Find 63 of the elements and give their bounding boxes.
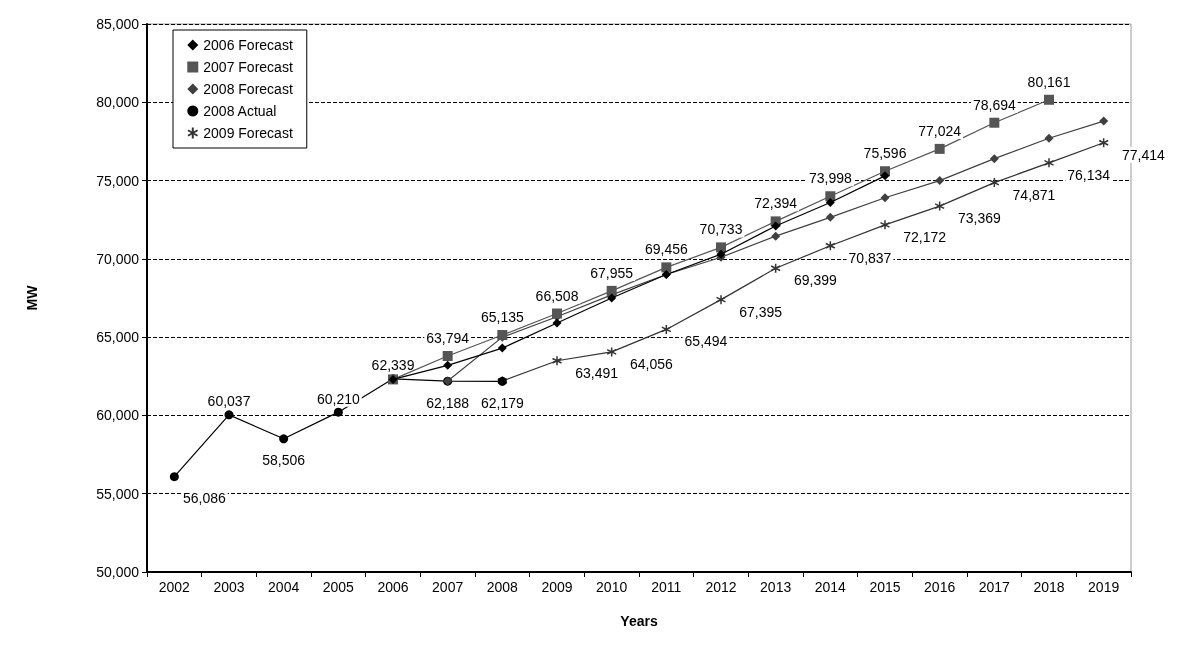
x-tick-label: 2019 <box>1088 579 1120 595</box>
legend-label: 2008 Forecast <box>203 81 293 97</box>
x-tick-label: 2007 <box>432 579 464 595</box>
data-label: 73,369 <box>957 210 1001 227</box>
data-label: 76,134 <box>1067 166 1111 183</box>
data-label: 67,395 <box>739 303 783 320</box>
y-tick-label: 70,000 <box>96 250 140 267</box>
x-tick-label: 2018 <box>1033 579 1065 595</box>
data-label: 63,491 <box>575 364 619 381</box>
x-axis-title: Years <box>620 613 658 629</box>
data-label: 70,733 <box>699 221 743 238</box>
data-label: 80,161 <box>1027 73 1071 90</box>
data-label: 56,086 <box>182 490 226 507</box>
data-label: 60,210 <box>316 390 360 407</box>
data-label: 65,494 <box>684 333 728 350</box>
legend-label: 2009 Forecast <box>203 125 293 141</box>
x-tick-label: 2004 <box>268 579 300 595</box>
data-label: 62,179 <box>480 394 524 411</box>
x-tick-label: 2014 <box>814 579 847 595</box>
data-label: 63,794 <box>426 330 470 347</box>
x-tick-label: 2002 <box>158 579 191 595</box>
y-tick-label: 80,000 <box>96 94 140 111</box>
x-tick-label: 2012 <box>705 579 737 595</box>
x-tick-label: 2006 <box>377 579 409 595</box>
y-tick-label: 55,000 <box>96 485 140 502</box>
data-label: 73,998 <box>808 170 852 187</box>
y-tick-label: 50,000 <box>96 564 140 580</box>
data-label: 77,414 <box>1121 146 1165 163</box>
y-tick-label: 85,000 <box>96 16 140 32</box>
data-label: 72,394 <box>754 195 798 212</box>
data-label: 65,135 <box>480 309 524 326</box>
data-label: 62,339 <box>371 357 415 374</box>
x-tick-label: 2013 <box>760 579 792 595</box>
x-tick-label: 2008 <box>486 579 519 595</box>
data-label: 74,871 <box>1012 186 1056 203</box>
x-tick-label: 2003 <box>213 579 245 595</box>
x-tick-label: 2016 <box>924 579 956 595</box>
legend-label: 2008 Actual <box>203 103 277 119</box>
y-tick-label: 75,000 <box>96 172 140 189</box>
data-label: 67,955 <box>590 264 634 281</box>
x-tick-label: 2010 <box>596 579 628 595</box>
data-label: 64,056 <box>629 355 673 372</box>
data-label: 78,694 <box>972 96 1016 113</box>
data-label: 69,399 <box>793 272 837 289</box>
y-tick-label: 65,000 <box>96 329 140 346</box>
data-label: 70,837 <box>848 249 892 266</box>
x-tick-label: 2017 <box>978 579 1011 595</box>
y-axis-title: MW <box>24 284 40 311</box>
data-label: 58,506 <box>262 452 306 469</box>
data-label: 72,172 <box>903 228 947 245</box>
data-label: 77,024 <box>918 122 962 139</box>
data-label: 66,508 <box>535 287 579 304</box>
x-tick-label: 2009 <box>541 579 573 595</box>
x-tick-label: 2015 <box>869 579 901 595</box>
data-label: 69,456 <box>644 241 688 258</box>
data-label: 60,037 <box>207 393 251 410</box>
y-tick-label: 60,000 <box>96 407 140 424</box>
data-label: 75,596 <box>863 145 907 162</box>
x-tick-label: 2011 <box>651 579 682 595</box>
data-label: 62,188 <box>426 394 470 411</box>
legend-label: 2006 Forecast <box>203 37 293 53</box>
legend-label: 2007 Forecast <box>203 59 293 75</box>
x-tick-label: 2005 <box>322 579 355 595</box>
